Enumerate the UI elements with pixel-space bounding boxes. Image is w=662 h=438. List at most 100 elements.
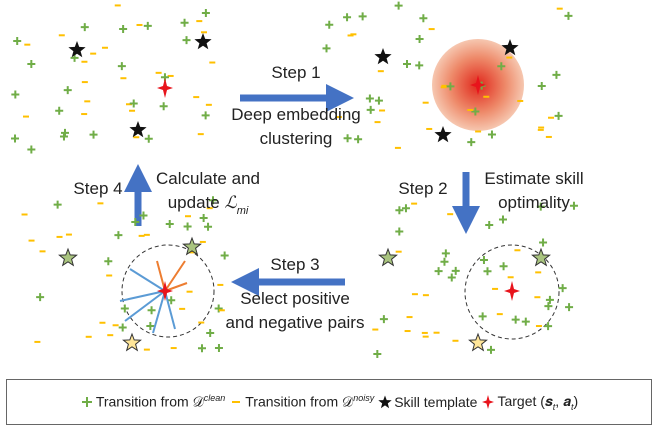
- plus: [366, 105, 375, 114]
- step-label: Step 4: [73, 179, 122, 198]
- plus: [60, 128, 69, 137]
- text-part: 𝒟: [192, 393, 204, 410]
- plus: [394, 1, 403, 10]
- pair-link: [156, 260, 166, 292]
- plus: [499, 262, 508, 271]
- text-part: Transition from: [245, 393, 342, 410]
- plus: [139, 211, 148, 220]
- plus: [373, 349, 382, 358]
- plus: [358, 12, 367, 21]
- skill-template: [122, 332, 142, 352]
- legend-text: Skill template: [394, 394, 477, 410]
- skill-template: [378, 247, 398, 267]
- text-part: t: [552, 401, 556, 412]
- plus: [536, 202, 545, 211]
- plus: [117, 62, 126, 71]
- legend-text: Transition from 𝒟noisy: [245, 393, 374, 411]
- plus: [118, 323, 127, 332]
- plus: [354, 135, 363, 144]
- plus: [419, 14, 428, 23]
- legend-item: Transition from 𝒟noisy: [229, 393, 374, 411]
- plus: [182, 36, 191, 45]
- plus: [374, 96, 383, 105]
- plus: [120, 304, 129, 313]
- plus: [183, 222, 192, 231]
- pair-link: [129, 268, 166, 292]
- step-description: Calculate and: [156, 169, 260, 188]
- plus: [379, 315, 388, 324]
- text-part: Select positive: [240, 289, 350, 308]
- plus: [89, 130, 98, 139]
- plus: [558, 284, 567, 293]
- plus: [395, 227, 404, 236]
- legend-item: Skill template: [378, 394, 477, 410]
- legend-text: Transition from 𝒟clean: [96, 393, 225, 411]
- samples: [11, 1, 578, 358]
- plus: [446, 82, 455, 91]
- legend-icon: [232, 401, 241, 403]
- target: [157, 78, 173, 98]
- plus: [27, 145, 36, 154]
- step-label: Step 1: [271, 63, 320, 82]
- plus: [146, 321, 155, 330]
- plus: [201, 111, 210, 120]
- plus: [119, 25, 128, 34]
- plus: [441, 249, 450, 258]
- plus: [545, 295, 554, 304]
- step-description: Deep embedding: [231, 105, 360, 124]
- plus: [554, 111, 563, 120]
- step-label: Step 2: [398, 179, 447, 198]
- plus: [131, 217, 140, 226]
- plus: [564, 11, 573, 20]
- plus: [395, 206, 404, 215]
- step-description: optimality: [498, 193, 570, 212]
- diagram: Step 1 Deep embedding clustering Step 2 Esti…: [11, 1, 584, 358]
- plus: [322, 44, 331, 53]
- text-part: Transition from: [95, 393, 193, 410]
- plus: [467, 138, 476, 147]
- plus: [440, 257, 449, 266]
- plus: [498, 215, 507, 224]
- legend: Transition from 𝒟clean Transition from 𝒟n…: [6, 379, 652, 425]
- plus: [114, 231, 123, 240]
- plus: [415, 61, 424, 70]
- text-part: noisy: [353, 393, 375, 404]
- text-part: Target (: [497, 392, 545, 409]
- plus: [104, 257, 113, 266]
- plus: [36, 293, 45, 302]
- pair-link: [119, 290, 166, 302]
- plus: [208, 196, 217, 205]
- step-description: Select positive: [240, 289, 350, 308]
- text-part: clean: [203, 393, 226, 404]
- plus: [544, 302, 553, 311]
- plus: [451, 266, 460, 275]
- text-part: ): [573, 392, 579, 409]
- plus: [486, 345, 495, 354]
- step-labels: Step 1 Deep embedding clustering Step 2 Esti…: [73, 63, 583, 332]
- text-part: 𝒟: [342, 393, 354, 410]
- plus: [27, 59, 36, 68]
- text-part: Calculate and: [156, 169, 260, 188]
- neighborhood: [121, 244, 215, 338]
- text-part: ,: [555, 392, 564, 409]
- plus: [343, 134, 352, 143]
- plus: [552, 70, 561, 79]
- text-part: t: [570, 401, 574, 412]
- plus: [544, 322, 553, 331]
- plus: [204, 222, 213, 231]
- legend-text: Target (𝒔t, 𝒂t): [497, 393, 578, 412]
- plus: [80, 23, 89, 32]
- plus: [144, 134, 153, 143]
- plus: [55, 106, 64, 115]
- pair-link: [164, 290, 176, 330]
- text-part: mi: [237, 205, 249, 217]
- step-description: update ℒmi: [168, 193, 249, 217]
- plus: [485, 221, 494, 230]
- text-part: 𝒔: [544, 392, 553, 409]
- plus: [539, 238, 548, 247]
- skill-template: [129, 121, 147, 138]
- skill-template: [468, 332, 488, 352]
- plus: [521, 317, 530, 326]
- plus: [487, 130, 496, 139]
